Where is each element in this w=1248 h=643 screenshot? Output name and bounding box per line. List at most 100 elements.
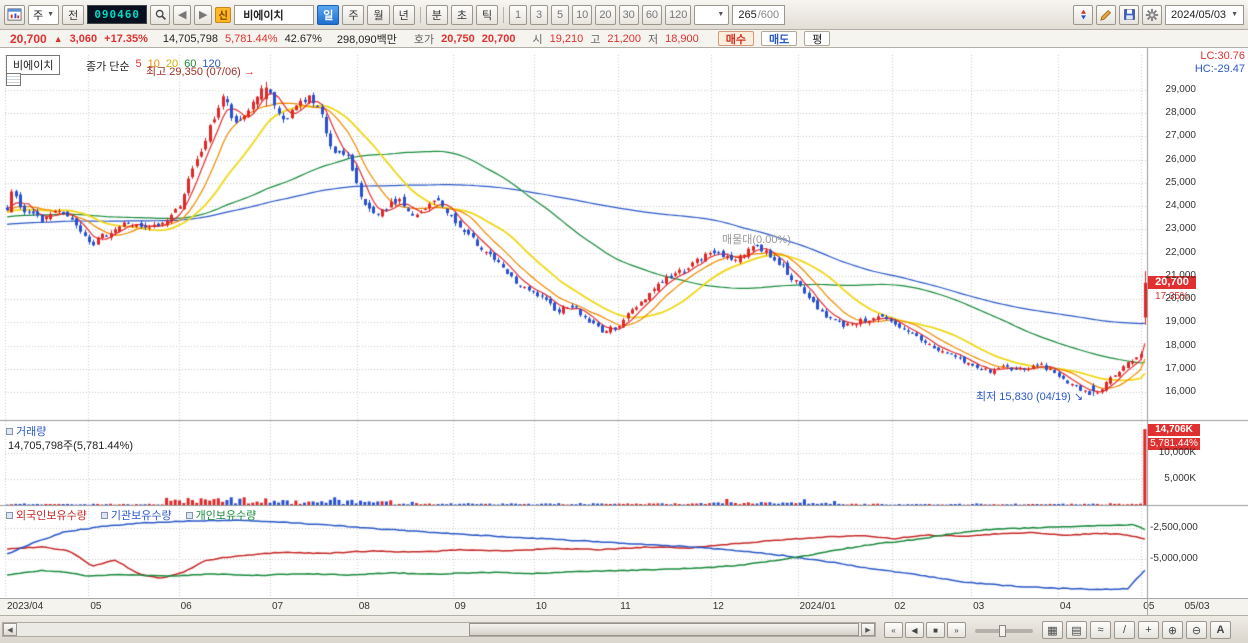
current-price: 20,700 — [10, 31, 47, 46]
ma5-legend-label: 5 — [135, 58, 142, 70]
prev-code-button[interactable]: ◀ — [173, 4, 192, 25]
price-change: 3,060 — [69, 32, 98, 45]
minute-3-button[interactable]: 3 — [530, 4, 549, 25]
low-price: 18,900 — [665, 32, 699, 45]
scrollbar-track[interactable]: ◀ ▶ — [2, 622, 876, 637]
zoom-in-icon[interactable]: ⊕ — [1162, 621, 1183, 639]
zoom-out-icon[interactable]: ⊖ — [1186, 621, 1207, 639]
scroll-left-arrow[interactable]: ◀ — [3, 623, 17, 636]
chart-grid-icon[interactable] — [6, 73, 21, 86]
volume-value: 14,705,798 — [162, 32, 218, 45]
ma-legend: 종가 단순 5 10 20 60 120 — [86, 58, 221, 74]
current-change-axis-label: 17.35% — [1155, 291, 1189, 302]
ma10-legend-label: 10 — [147, 58, 160, 70]
pane-bullet-icon — [185, 511, 193, 519]
minute-60-button[interactable]: 60 — [641, 4, 663, 25]
toolbar-right-cluster: 2024/05/03 ▼ — [1073, 4, 1244, 25]
ask-price: 20,750 — [441, 32, 475, 45]
edit-chart-button[interactable] — [1096, 4, 1116, 25]
price-change-pct: +17.35% — [104, 32, 148, 45]
x-axis-label: 09 — [454, 601, 466, 612]
new-chart-window-button[interactable] — [4, 4, 25, 25]
avg-button[interactable]: 평 — [804, 31, 831, 46]
volume-title-text: 거래량 — [16, 426, 47, 438]
save-chart-button[interactable] — [1119, 4, 1139, 25]
open-label: 시 — [532, 33, 543, 46]
save-icon — [1123, 9, 1135, 20]
chart-type-combo[interactable]: ▼ — [694, 4, 730, 25]
x-axis-label: 12 — [712, 601, 724, 612]
previous-stock-button[interactable]: 전 — [62, 4, 85, 25]
pane-bullet-icon — [100, 511, 108, 519]
settings-button[interactable] — [1142, 4, 1162, 25]
axis-divider — [1147, 599, 1148, 616]
scroll-right-arrow[interactable]: ▶ — [861, 623, 875, 636]
stock-code-input[interactable] — [87, 5, 148, 24]
holdings-legend: 외국인보유수량 기관보유수량 개인보유수량 — [6, 507, 256, 523]
step-back-button[interactable]: ◀ — [905, 622, 924, 638]
lowest-price-annotation: 최저 15,830 (04/19) ↘ — [976, 388, 1083, 404]
minute-20-button[interactable]: 20 — [595, 4, 616, 25]
timeframe-week-button[interactable]: 주 — [342, 4, 365, 25]
chevron-down-icon: ▼ — [717, 11, 725, 18]
foreign-holdings-label: 외국인보유수량 — [16, 510, 87, 522]
timeframe-tick-button[interactable]: 틱 — [475, 4, 499, 25]
x-axis-label: 2024/01 — [799, 601, 836, 612]
ma20-legend-label: 20 — [165, 58, 179, 70]
stop-button[interactable]: ■ — [926, 622, 945, 638]
scrollbar-thumb[interactable] — [469, 623, 859, 636]
minute-30-button[interactable]: 30 — [618, 4, 639, 25]
font-size-button[interactable]: A — [1210, 621, 1231, 639]
low-label: 저 — [648, 33, 659, 46]
date-picker[interactable]: 2024/05/03 ▼ — [1165, 4, 1244, 25]
chart-pane-tab[interactable]: 비에이치 — [6, 55, 61, 75]
x-axis-label: 03 — [973, 601, 985, 612]
crosshair-tool-icon[interactable]: + — [1138, 621, 1159, 639]
price-updown-button[interactable] — [1073, 4, 1093, 25]
x-axis-label: 04 — [1059, 601, 1072, 612]
legend-title: 종가 단순 — [86, 61, 130, 73]
minute-5-button[interactable]: 5 — [551, 4, 570, 25]
timeframe-month-button[interactable]: 월 — [367, 4, 390, 25]
list-tool-icon[interactable]: ▤ — [1066, 621, 1087, 639]
jump-end-button[interactable]: » — [947, 622, 966, 638]
bottom-bar: ◀ ▶ « ◀ ■ » ▦ ▤ ≈ / + ⊕ ⊖ A — [0, 615, 1248, 643]
timeframe-year-button[interactable]: 년 — [392, 4, 415, 25]
zoom-slider-thumb[interactable] — [999, 625, 1006, 637]
x-axis-label: 11 — [620, 601, 631, 612]
gear-icon — [1145, 8, 1159, 21]
minute-1-button[interactable]: 1 — [509, 4, 528, 25]
individual-holdings-label: 개인보유수량 — [195, 510, 257, 522]
timeframe-day-button[interactable]: 일 — [317, 4, 340, 25]
sell-button[interactable]: 매도 — [761, 31, 798, 46]
open-price: 19,210 — [549, 32, 584, 45]
lowest-price-text: 최저 15,830 (04/19) — [976, 391, 1071, 403]
period-combo-value: 주 — [33, 9, 44, 22]
chart-canvas[interactable] — [0, 48, 1248, 598]
supply-zone-annotation: 매물대(0.00%) — [722, 234, 791, 246]
timeframe-second-button[interactable]: 초 — [450, 4, 473, 25]
minute-120-button[interactable]: 120 — [665, 4, 692, 25]
minute-10-button[interactable]: 10 — [572, 4, 593, 25]
x-axis-label: 05 — [1143, 601, 1155, 612]
buy-button[interactable]: 매수 — [717, 31, 755, 46]
wave-tool-icon[interactable]: ≈ — [1090, 621, 1111, 639]
jump-start-button[interactable]: « — [884, 622, 903, 638]
grid-tool-icon[interactable]: ▦ — [1042, 621, 1063, 639]
bar-counter[interactable]: 265 /600 — [732, 4, 786, 25]
timeframe-minute-button[interactable]: 분 — [425, 4, 448, 25]
ma60-legend-label: 60 — [184, 58, 197, 70]
bar-total-value: /600 — [757, 8, 780, 21]
volume-subtitle: 14,705,798주(5,781.44%) — [8, 440, 134, 452]
x-axis-label: 06 — [180, 601, 192, 612]
new-stock-badge: 신 — [215, 6, 232, 23]
next-code-button[interactable]: ▶ — [194, 4, 213, 25]
search-icon — [155, 9, 166, 20]
zoom-slider[interactable] — [975, 625, 1033, 637]
updown-arrows-icon — [1080, 9, 1086, 20]
account-period-combo[interactable]: 주 ▼ — [28, 4, 60, 25]
search-button[interactable] — [150, 4, 171, 25]
down-right-arrow-icon: ↘ — [1073, 391, 1084, 403]
trendline-tool-icon[interactable]: / — [1114, 621, 1135, 639]
lc-value: LC:30.76 — [1200, 50, 1245, 62]
